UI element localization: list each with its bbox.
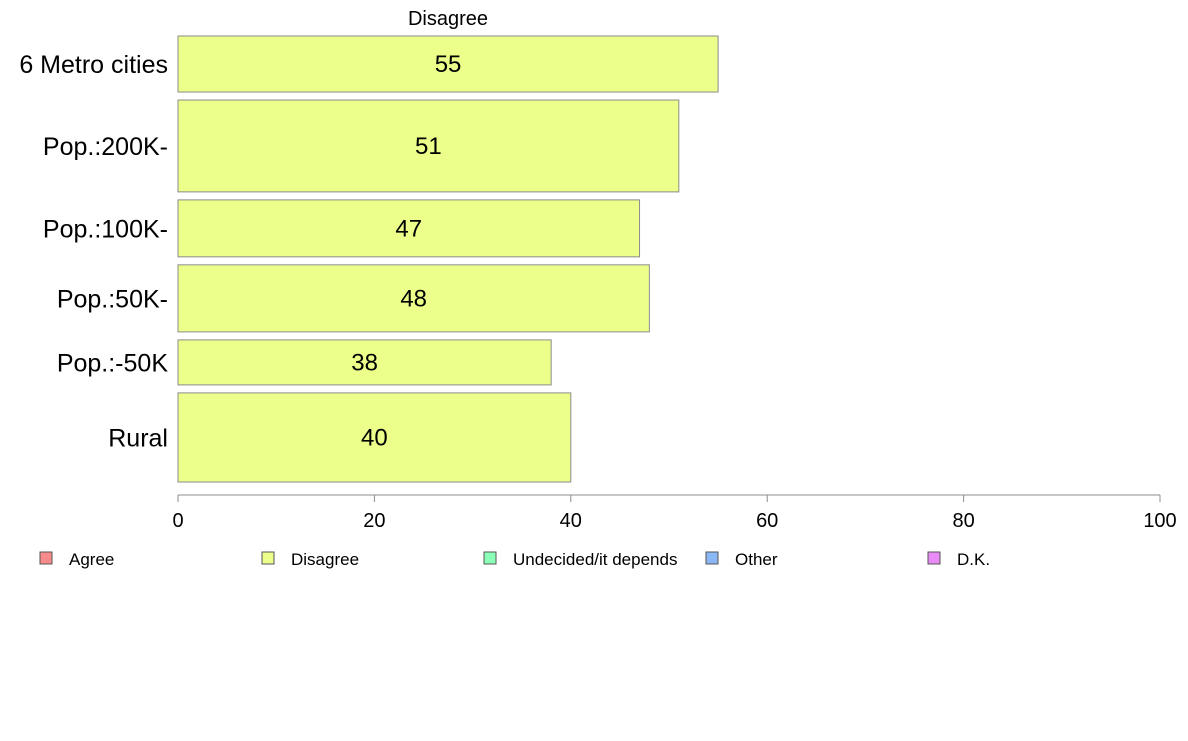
- bar: [177, 339, 552, 386]
- bar: [177, 392, 572, 483]
- legend-swatch: [705, 551, 719, 565]
- category-label: Pop.:50K-: [57, 285, 168, 313]
- data-label: 47: [395, 215, 422, 242]
- legend-swatch: [261, 551, 275, 565]
- legend-label: Agree: [69, 550, 114, 569]
- category-label: Pop.:100K-: [43, 215, 168, 243]
- legend-label: Other: [735, 550, 778, 569]
- chart-title: Disagree: [408, 8, 488, 30]
- x-tick-label: 60: [756, 510, 778, 532]
- legend-swatch: [39, 551, 53, 565]
- x-tick-label: 40: [560, 510, 582, 532]
- data-label: 55: [435, 51, 462, 78]
- category-label: 6 Metro cities: [19, 51, 168, 79]
- bar: [177, 99, 680, 193]
- bar: [177, 199, 641, 258]
- x-tick-label: 80: [952, 510, 974, 532]
- data-label: 48: [400, 285, 427, 312]
- legend-swatch: [927, 551, 941, 565]
- legend-label: Disagree: [291, 550, 359, 569]
- legend: Agree Disagree Undecided/it depends Other D.…: [39, 550, 990, 569]
- x-tick-label: 20: [363, 510, 385, 532]
- x-tick-label: 100: [1143, 510, 1176, 532]
- bars-layer: 55 6 Metro cities 51 Pop.:200K- 47 Pop.:100K-…: [19, 35, 719, 483]
- x-tick-label: 0: [172, 510, 183, 532]
- bar: [177, 35, 719, 93]
- bar: [177, 264, 650, 333]
- x-axis: 0 20 40 60 80 100: [172, 494, 1177, 532]
- data-label: 51: [415, 133, 442, 160]
- data-label: 38: [351, 349, 378, 376]
- category-label: Pop.:-50K: [57, 349, 169, 377]
- data-label: 40: [361, 424, 388, 451]
- category-label: Rural: [108, 424, 168, 452]
- category-label: Pop.:200K-: [43, 133, 168, 161]
- legend-label: Undecided/it depends: [513, 550, 677, 569]
- legend-label: D.K.: [957, 550, 990, 569]
- legend-swatch: [483, 551, 497, 565]
